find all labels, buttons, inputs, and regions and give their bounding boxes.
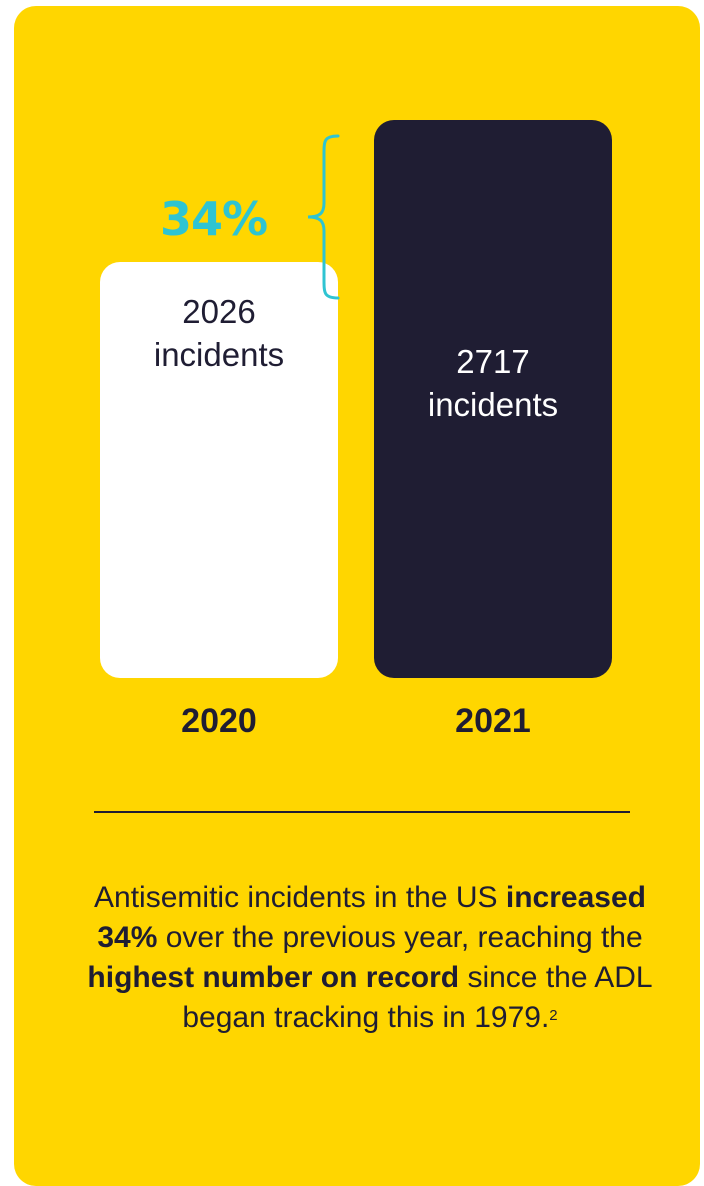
bar-2021: 2717 incidents [374, 120, 612, 678]
caption-part-1: Antisemitic incidents in the US [94, 881, 506, 914]
bar-2020: 2026 incidents [100, 262, 338, 678]
caption-bold-increase: increased 34% [97, 881, 646, 954]
category-label-2021: 2021 [455, 702, 531, 740]
bar-2020-value: 2026 [182, 293, 256, 330]
caption-part-3: since the ADL began tracking this in 197… [182, 961, 653, 1034]
footnote-marker: 2 [549, 1007, 558, 1024]
bar-2021-value: 2717 [456, 343, 530, 380]
bar-2020-unit: incidents [153, 336, 285, 373]
caption: Antisemitic incidents in the US increase… [60, 878, 680, 1038]
bar-2020-label: 2026 incidents [100, 290, 338, 376]
category-label-2020: 2020 [181, 702, 257, 740]
caption-bold-record: highest number on record [87, 961, 460, 994]
caption-part-2: over the previous year, reaching the [157, 921, 643, 954]
increase-annotation: 34% [160, 192, 268, 246]
curly-brace-icon [307, 134, 340, 300]
bar-2021-unit: incidents [427, 386, 559, 423]
bar-2021-label: 2717 incidents [374, 340, 612, 426]
divider [94, 811, 630, 813]
